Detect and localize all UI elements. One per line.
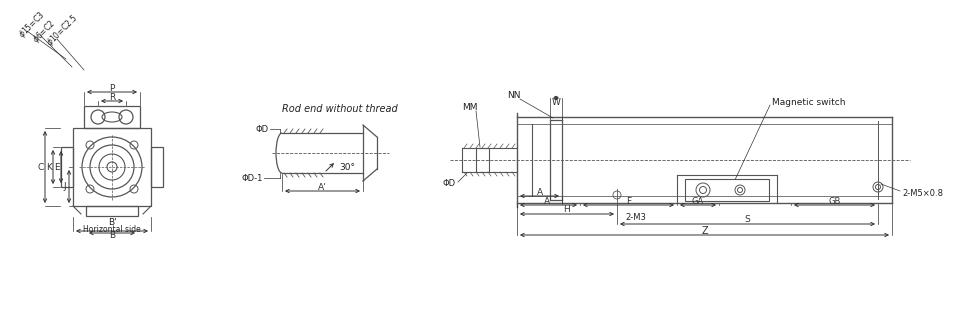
Text: GA: GA: [692, 197, 704, 205]
Text: H: H: [564, 205, 570, 214]
Text: NN: NN: [507, 90, 521, 99]
Text: A: A: [537, 188, 543, 197]
Text: Rod end without thread: Rod end without thread: [282, 104, 398, 114]
Text: Magnetic switch: Magnetic switch: [772, 97, 845, 107]
Text: C: C: [38, 162, 44, 172]
Text: K: K: [46, 162, 52, 172]
Text: E: E: [55, 162, 60, 172]
Text: 2-M3: 2-M3: [625, 212, 646, 221]
Text: 30°: 30°: [339, 162, 355, 172]
Bar: [84, 106, 140, 128]
Text: $\phi$6=C2: $\phi$6=C2: [30, 17, 58, 46]
Text: F: F: [626, 197, 631, 205]
Text: $\phi$15=C3: $\phi$15=C3: [16, 9, 48, 41]
Text: B: B: [109, 230, 115, 240]
Text: ΦD: ΦD: [443, 179, 456, 188]
Text: S: S: [745, 215, 750, 224]
Text: B': B': [108, 218, 117, 227]
Text: Horizontal side: Horizontal side: [83, 225, 141, 234]
Text: ΦD-1: ΦD-1: [241, 174, 263, 183]
Text: A': A': [545, 197, 553, 205]
Bar: [73, 128, 151, 206]
Text: P: P: [109, 83, 115, 92]
Bar: [151, 147, 163, 187]
Text: W: W: [551, 97, 561, 107]
Text: MM: MM: [462, 103, 478, 112]
Text: ΦD: ΦD: [256, 125, 269, 134]
Text: R: R: [109, 92, 115, 102]
Text: 2-M5×0.8: 2-M5×0.8: [902, 189, 943, 198]
Bar: [61, 147, 73, 187]
Text: A': A': [318, 183, 326, 192]
Text: GB: GB: [829, 197, 840, 205]
Bar: [685, 179, 769, 201]
Text: Z: Z: [701, 226, 708, 236]
Text: $\phi$10=C2.5: $\phi$10=C2.5: [44, 12, 81, 49]
Bar: [476, 148, 489, 172]
Text: J: J: [64, 182, 66, 191]
Bar: [86, 206, 138, 216]
